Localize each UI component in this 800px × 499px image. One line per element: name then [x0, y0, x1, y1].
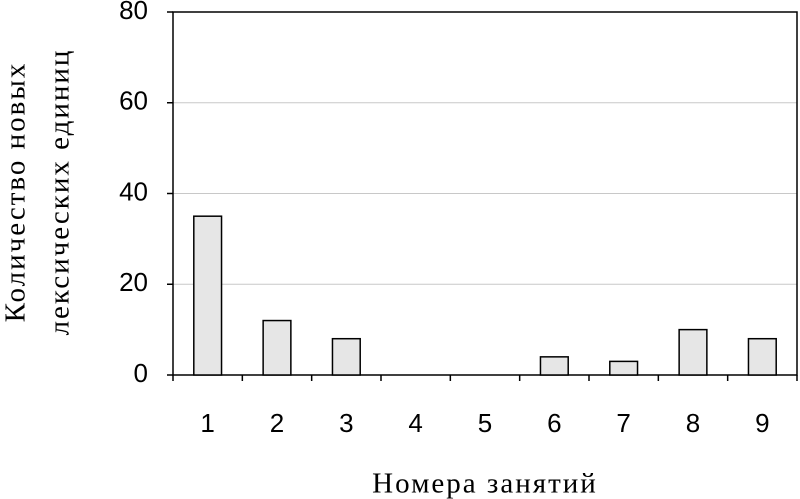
x-tick-label: 2 [270, 408, 284, 438]
x-tick-label: 5 [478, 408, 492, 438]
x-axis-title: Номера занятий [372, 468, 598, 499]
bar [678, 328, 708, 376]
x-tick-label: 1 [200, 408, 214, 438]
bar [262, 319, 292, 376]
y-axis-title-line: Количество новых [0, 62, 32, 323]
y-tick-label: 0 [134, 358, 148, 388]
plot-frame [172, 11, 798, 376]
y-tick-label: 80 [119, 0, 148, 25]
bar [747, 337, 777, 376]
x-tick-label: 6 [547, 408, 561, 438]
bar [193, 215, 223, 376]
x-tick-label: 8 [686, 408, 700, 438]
y-tick-label: 60 [119, 86, 148, 116]
y-axis-title-line: лексических единиц [44, 49, 76, 336]
x-tick-label: 9 [755, 408, 769, 438]
bar [539, 356, 569, 376]
x-tick-label: 4 [408, 408, 422, 438]
y-tick-label: 20 [119, 267, 148, 297]
y-tick-label: 40 [119, 176, 148, 206]
bar [331, 337, 361, 376]
x-tick-label: 3 [339, 408, 353, 438]
bar [609, 360, 639, 376]
x-tick-label: 7 [616, 408, 630, 438]
y-axis-title: Количество новых лексических единиц [0, 49, 76, 336]
